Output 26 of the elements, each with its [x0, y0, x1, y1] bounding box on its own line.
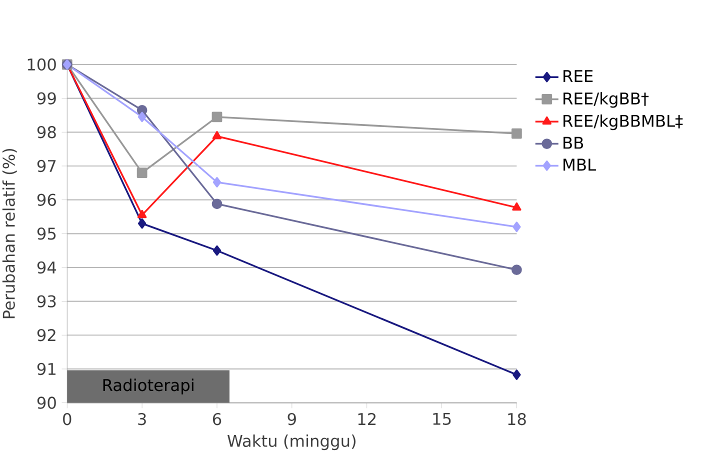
y-tick-label: 96 — [37, 194, 56, 206]
y-tick-label: 100 — [28, 58, 56, 70]
y-tick-label: 97 — [37, 160, 56, 172]
x-tick-label: 6 — [212, 412, 222, 426]
y-tick-label: 90 — [37, 396, 56, 409]
x-tick-label: 0 — [63, 412, 72, 426]
band-label: Radioterapi — [103, 378, 194, 394]
y-tick-label: 92 — [37, 328, 56, 342]
legend-label: REE/kgBBMBL‡ — [564, 114, 683, 130]
x-tick-label: 18 — [508, 412, 526, 426]
y-tick-label: 91 — [37, 362, 56, 375]
x-tick-label: 3 — [138, 412, 146, 426]
x-tick-label: 15 — [433, 412, 451, 425]
y-tick-label: 93 — [37, 295, 56, 308]
y-tick-label: 94 — [37, 261, 56, 274]
legend-label: REE/kgBB† — [564, 92, 649, 108]
legend-label: BB — [564, 136, 584, 149]
legend-label: REE — [564, 70, 593, 82]
y-tick-label: 99 — [37, 92, 56, 104]
y-tick-label: 95 — [37, 227, 56, 240]
y-axis-title: Perubahan relatif (%) — [2, 148, 17, 318]
x-tick-label: 9 — [288, 412, 296, 426]
legend-label: MBL — [564, 158, 596, 170]
y-tick-label: 98 — [37, 126, 56, 138]
x-axis-title: Waktu (minggu) — [227, 434, 356, 450]
x-tick-label: 12 — [358, 412, 376, 425]
